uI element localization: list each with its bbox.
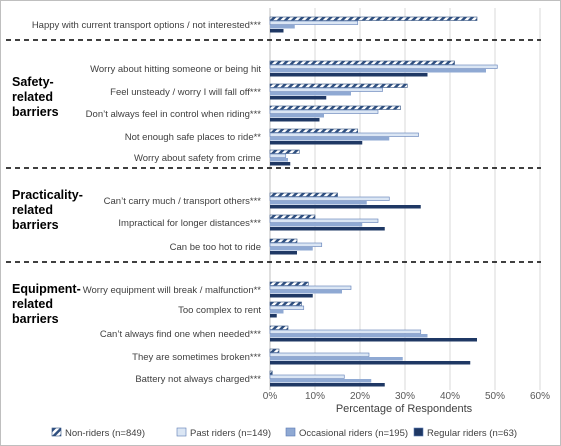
bar [270,357,403,361]
category-label: They are sometimes broken*** [132,352,261,363]
category-label: Battery not always charged*** [135,374,261,385]
bar [270,361,471,365]
bar [270,379,372,383]
bar [269,238,298,243]
group-label: Practicality-related barriers [12,188,83,232]
x-tick-label: 30% [395,391,415,402]
bar [269,352,370,357]
x-tick-label: 20% [350,391,370,402]
category-label: Happy with current transport options / n… [32,20,261,31]
bar [269,196,390,201]
legend-label: Occasional riders (n=195) [299,428,408,439]
bar [269,281,309,286]
bar [269,374,345,379]
group-labels: Safety-related barriers Practicality-relat… [12,75,83,326]
bar [269,301,302,306]
bar [270,137,390,141]
x-tick-label: 40% [440,391,460,402]
category-labels: Happy with current transport options / n… [32,20,262,385]
bar [270,383,385,387]
legend: Non-riders (n=849) Past riders (n=149) Occ… [51,427,517,439]
category-label: Worry equipment will break / malfunction… [83,285,262,296]
bar [270,310,284,314]
bar [269,109,379,114]
bar [270,158,288,162]
legend-swatch [413,427,424,437]
category-label: Too complex to rent [178,305,261,316]
bar [269,153,287,158]
bar [270,92,351,96]
legend-swatch [51,427,62,437]
bar [270,294,313,298]
bar [269,218,379,223]
bar [270,69,486,73]
group-separators [6,39,541,263]
bar [269,128,359,133]
bar [269,192,338,197]
bar [270,201,367,205]
category-label: Don’t always feel in control when riding… [86,109,262,120]
category-label: Worry about safety from crime [134,153,261,164]
bar [270,338,477,342]
category-label: Impractical for longer distances*** [118,218,261,229]
legend-swatch [285,427,296,437]
bar [269,87,383,92]
bar [269,370,273,375]
group-label: Equipment-related barriers [12,282,81,326]
bar [270,223,363,227]
bars [269,16,498,387]
legend-label: Past riders (n=149) [190,428,271,439]
bar [270,334,428,338]
legend-label: Regular riders (n=63) [427,428,517,439]
bar [269,285,352,290]
x-tick-label: 60% [530,391,550,402]
bar [270,96,327,100]
x-tick-label: 0% [263,391,278,402]
legend-swatch [176,427,187,437]
bar [270,314,277,318]
bar [270,227,385,231]
bar [270,114,324,118]
bar [270,247,313,251]
x-tick-label: 10% [305,391,325,402]
category-label: Feel unsteady / worry I will fall off*** [110,87,261,98]
category-label: Can’t always find one when needed*** [100,329,261,340]
bar [269,64,498,69]
bar [269,149,300,154]
bar [269,348,280,353]
category-label: Can be too hot to ride [170,242,261,253]
bar [270,205,421,209]
bar [269,83,408,88]
x-tick-label: 50% [485,391,505,402]
legend-label: Non-riders (n=849) [65,428,145,439]
bar [269,242,323,247]
category-label: Can’t carry much / transport others*** [104,196,262,207]
bar [269,132,419,137]
bar [270,141,363,145]
bar [270,162,291,166]
bar [269,325,289,330]
bar [270,25,295,29]
x-axis-title: Percentage of Respondents [336,403,473,415]
bar [269,329,422,334]
bar [270,290,342,294]
bar [269,105,401,110]
bar [269,16,478,21]
x-axis-ticks: 0% 10% 20% 30% 40% 50% 60% [263,391,550,402]
category-label: Not enough safe places to ride** [125,132,262,143]
bar [270,118,320,122]
bar [269,214,316,219]
bar [269,20,359,25]
bar [269,60,455,65]
bar [270,73,428,77]
bar [269,305,305,310]
group-label: Safety-related barriers [12,75,59,119]
category-label: Worry about hitting someone or being hit [90,64,261,75]
bar [270,29,284,33]
bar [270,251,297,255]
